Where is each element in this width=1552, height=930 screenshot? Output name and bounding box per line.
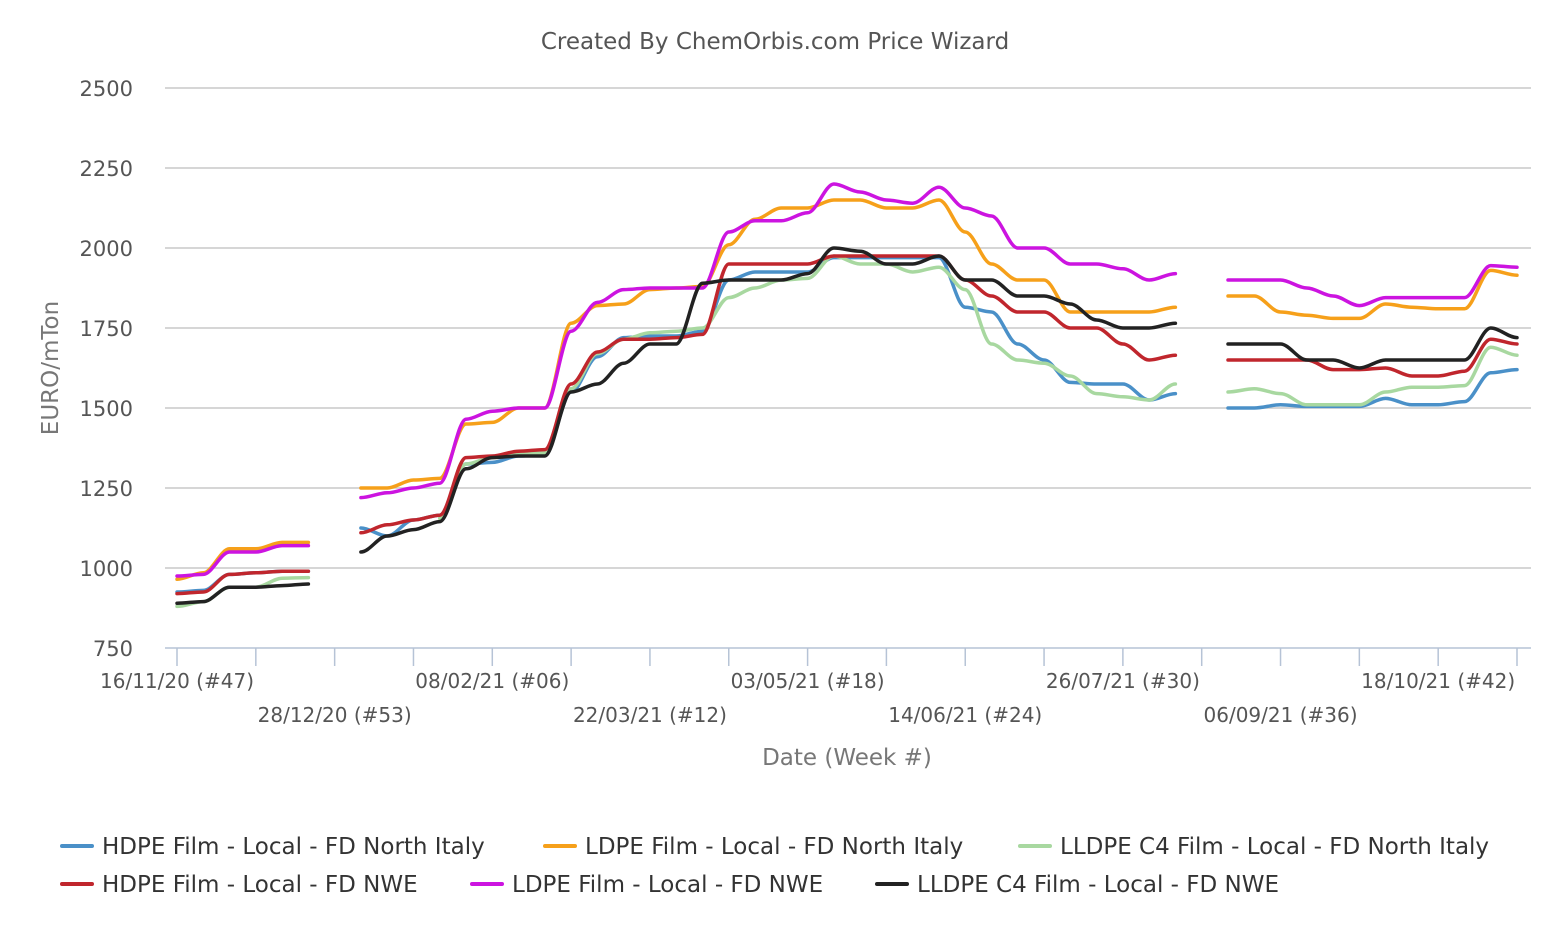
legend-item-2[interactable]: LDPE Film - Local - FD North Italy [543,834,963,860]
legend-item-1[interactable]: HDPE Film - Local - FD North Italy [60,834,485,860]
y-axis-title: EURO/mTon [38,301,64,435]
x-tick-label: 26/07/21 (#30) [1046,669,1200,693]
x-tick-label: 28/12/20 (#53) [258,703,412,727]
series-1-line-segment-2 [359,255,1178,538]
series-5 [175,182,1519,578]
x-tick-label: 16/11/20 (#47) [100,669,254,693]
series-4 [175,254,1519,596]
series-5-line-segment-3 [1226,263,1519,308]
y-axis: 750 1000 1250 1500 1750 2000 2250 2500 [80,77,133,661]
x-tick-label: 22/03/21 (#12) [573,703,727,727]
legend-label: LDPE Film - Local - FD North Italy [585,834,963,860]
series-6-line-segment-2 [359,246,1178,554]
legend-label: LLDPE C4 Film - Local - FD NWE [917,872,1279,898]
legend-label: HDPE Film - Local - FD NWE [102,872,418,898]
legend-item-3[interactable]: LLDPE C4 Film - Local - FD North Italy [1018,834,1489,860]
y-tick-label: 1000 [80,557,133,581]
series-4-line-segment-1 [175,569,311,596]
legend-label: LDPE Film - Local - FD NWE [512,872,823,898]
legend-label: LLDPE C4 Film - Local - FD North Italy [1060,834,1489,860]
series-6-line-segment-1 [175,582,311,605]
legend: HDPE Film - Local - FD North Italy LDPE F… [60,834,1489,898]
series-6-line-segment-3 [1226,326,1519,370]
y-tick-label: 1750 [80,317,133,341]
chart-title: Created By ChemOrbis.com Price Wizard [541,29,1009,55]
series-1-line-segment-3 [1226,367,1519,410]
series-2-line-segment-2 [359,198,1178,490]
y-tick-label: 2500 [80,77,133,101]
y-tick-label: 2000 [80,237,133,261]
x-tick-label: 03/05/21 (#18) [731,669,885,693]
legend-label: HDPE Film - Local - FD North Italy [102,834,485,860]
legend-item-5[interactable]: LDPE Film - Local - FD NWE [470,872,823,898]
legend-item-4[interactable]: HDPE Film - Local - FD NWE [60,872,418,898]
legend-item-6[interactable]: LLDPE C4 Film - Local - FD NWE [875,872,1279,898]
series-4-line-segment-3 [1226,337,1519,378]
series-6 [175,246,1519,605]
y-tick-label: 1500 [80,397,133,421]
x-tick-label: 06/09/21 (#36) [1204,703,1358,727]
series-5-line-segment-2 [359,182,1178,500]
x-tick-label: 18/10/21 (#42) [1361,669,1515,693]
series-5-line-segment-1 [175,543,311,578]
series-layer [175,182,1519,609]
series-3-line-segment-3 [1226,345,1519,407]
y-tick-label: 2250 [80,157,133,181]
y-tick-label: 1250 [80,477,133,501]
x-axis: 16/11/20 (#47)28/12/20 (#53)08/02/21 (#0… [100,647,1531,727]
series-3 [175,254,1519,609]
y-tick-label: 750 [93,637,133,661]
series-3-line-segment-2 [437,254,1178,521]
x-axis-title: Date (Week #) [762,745,932,771]
series-2-line-segment-3 [1226,268,1519,321]
x-tick-label: 14/06/21 (#24) [888,703,1042,727]
x-tick-label: 08/02/21 (#06) [415,669,569,693]
